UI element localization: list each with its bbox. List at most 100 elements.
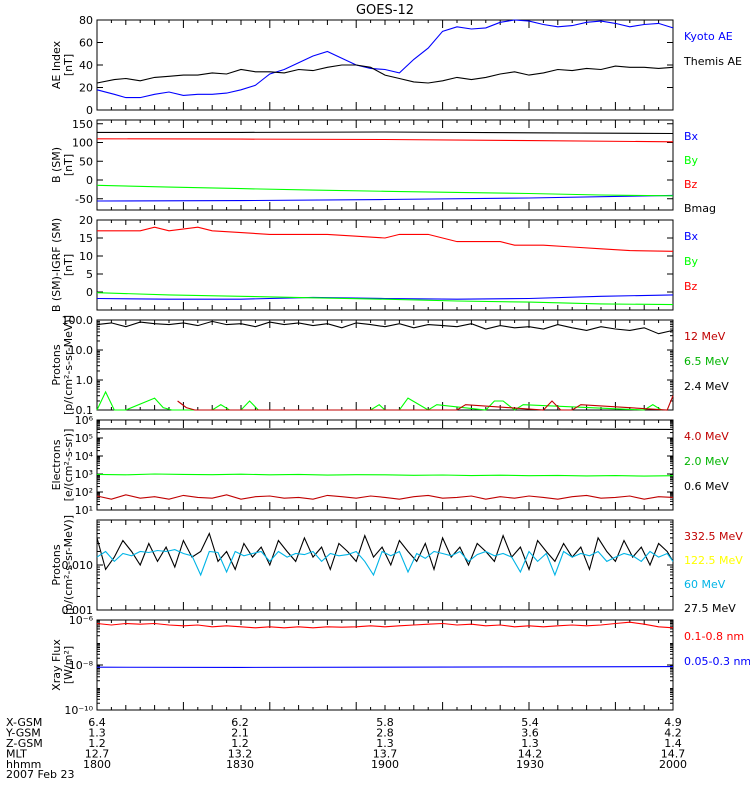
- y-tick-label: 10: [79, 250, 93, 263]
- y-tick-label: 20: [79, 82, 93, 95]
- series-line-bz: [96, 138, 674, 143]
- y-tick-label: 10⁻⁸: [69, 659, 94, 672]
- series-line-themis-ae: [96, 64, 674, 84]
- legend-entry: Bx: [684, 130, 699, 143]
- y-axis-title: AE Index: [50, 40, 63, 89]
- y-tick-label: 100.0: [62, 314, 94, 327]
- footer-value: 1.2: [231, 737, 249, 750]
- y-axis-unit: [nT]: [62, 54, 75, 76]
- series-line-0-05-0-3-nm: [96, 666, 674, 668]
- footer-value: 1.2: [88, 737, 106, 750]
- figure-date: 2007 Feb 23: [6, 768, 74, 781]
- series-line-4-0-mev: [96, 494, 674, 500]
- footer-value: 4.9: [664, 716, 682, 729]
- y-tick-label: 10⁻¹⁰: [64, 704, 93, 717]
- y-axis-unit: [nT]: [62, 154, 75, 176]
- y-axis-title: B (SM)-IGRF (SM): [50, 218, 63, 312]
- series-line-12-mev: [96, 320, 674, 335]
- y-tick-label: 10.0: [69, 344, 94, 357]
- legend-entry: Bz: [684, 280, 698, 293]
- footer-value: 1900: [371, 758, 399, 771]
- legend-entry: Themis AE: [683, 55, 742, 68]
- y-tick-label: 150: [72, 118, 93, 131]
- series-line-2-4-mev: [177, 395, 674, 411]
- footer-value: 13.2: [228, 748, 253, 761]
- panel-bsm: -50 0 50 100 150 B (SM) [nT] Bx By Bz Bmag: [50, 118, 716, 215]
- legend-entry: Bz: [684, 178, 698, 191]
- legend-entry: 2.4 MeV: [684, 380, 729, 393]
- panel-xray: 10⁻¹⁰ 10⁻⁸ 10⁻⁶ Xray Flux [W/m²] 0.1-0.8 nm 0.…: [50, 614, 750, 717]
- footer-value: 1830: [226, 758, 254, 771]
- legend-entry: By: [684, 255, 699, 268]
- orbit-footer: X-GSM 6.4 6.2 5.8 5.4 4.9 Y-GSM 1.3 2.1 2.8 3.6 4.2…: [5, 716, 687, 771]
- series-line-kyoto-ae: [96, 19, 674, 99]
- y-axis-unit: [p/(cm²-s-sr-MeV)]: [62, 315, 75, 415]
- footer-value: 6.4: [88, 716, 106, 729]
- panel-frame: [96, 419, 674, 511]
- footer-value: 3.6: [521, 727, 539, 740]
- y-tick-label: 10⁴: [75, 450, 94, 463]
- panel-protons_low: 0.1 1.0 10.0 100.0 Protons [p/(cm²-s-sr-MeV)]…: [50, 314, 729, 417]
- footer-row-label: X-GSM: [6, 716, 42, 729]
- footer-row-label: Z-GSM: [6, 737, 43, 750]
- series-line-6-5-mev: [96, 390, 662, 411]
- y-axis-unit: [W/m²]: [62, 646, 75, 684]
- y-tick-label: 60: [79, 37, 93, 50]
- y-tick-label: 10²: [75, 486, 93, 499]
- footer-row-label: Y-GSM: [5, 727, 41, 740]
- footer-row-label: hhmm: [6, 758, 41, 771]
- series-line-bz: [97, 226, 674, 252]
- footer-value: 14.2: [518, 748, 543, 761]
- y-tick-label: 15: [79, 232, 93, 245]
- y-tick-label: 10⁻⁶: [69, 614, 94, 627]
- y-tick-label: 0.001: [62, 604, 94, 617]
- series-line-by: [96, 292, 674, 306]
- series-line-bx: [96, 294, 674, 300]
- y-tick-label: 10¹: [75, 504, 93, 517]
- footer-value: 1.4: [664, 737, 682, 750]
- footer-value: 5.4: [521, 716, 539, 729]
- panel-bigrf: 0 5 10 15 20 B (SM)-IGRF (SM) [nT] Bx By Bz: [50, 214, 699, 312]
- y-tick-label: 40: [79, 59, 93, 72]
- legend-entry: 60 MeV: [684, 578, 726, 591]
- y-tick-label: 0: [86, 104, 93, 117]
- y-axis-unit: [p/(cm²-s-sr-MeV)]: [62, 515, 75, 615]
- footer-value: 2000: [659, 758, 687, 771]
- panel-frame: [96, 319, 674, 411]
- legend-entry: 0.05-0.3 nm: [684, 655, 750, 668]
- legend-entry: 6.5 MeV: [684, 355, 729, 368]
- footer-row-label: MLT: [6, 748, 27, 761]
- footer-value: 12.7: [85, 748, 110, 761]
- footer-value: 1930: [516, 758, 544, 771]
- legend-entry: 12 MeV: [684, 330, 726, 343]
- footer-value: 14.7: [661, 748, 686, 761]
- panel-electrons: 10¹ 10² 10³ 10⁴ 10⁵ 10⁶ Electrons [e/(cm²-s-sr)…: [50, 414, 729, 517]
- y-axis-title: Protons: [50, 544, 63, 585]
- y-tick-label: 10⁶: [75, 414, 94, 427]
- y-tick-label: 0.1: [76, 404, 94, 417]
- footer-value: 1800: [83, 758, 111, 771]
- panel-ae: 0 20 40 60 80 AE Index [nT] Kyoto AE Themis AE: [50, 14, 742, 117]
- legend-entry: 2.0 MeV: [684, 455, 729, 468]
- footer-value: 1.3: [88, 727, 106, 740]
- y-tick-label: -50: [75, 193, 93, 206]
- legend-entry: 0.6 MeV: [684, 480, 729, 493]
- panel-frame: [96, 619, 674, 711]
- y-tick-label: 1.0: [76, 374, 94, 387]
- footer-value: 1.3: [521, 737, 539, 750]
- footer-value: 4.2: [664, 727, 682, 740]
- footer-value: 2.8: [376, 727, 394, 740]
- series-line-bmag: [97, 131, 674, 135]
- panel-frame: [96, 519, 674, 611]
- footer-value: 2.1: [231, 727, 249, 740]
- y-tick-label: 20: [79, 214, 93, 227]
- y-axis-unit: [e/(cm²-s-sr)]: [62, 429, 75, 502]
- footer-value: 6.2: [231, 716, 249, 729]
- y-axis-title: B (SM): [50, 147, 63, 183]
- series-line-bx: [96, 194, 674, 202]
- y-axis-unit: [nT]: [62, 254, 75, 276]
- panel-frame: [96, 19, 674, 111]
- series-line-2-0-mev: [96, 473, 674, 477]
- y-tick-label: 50: [79, 155, 93, 168]
